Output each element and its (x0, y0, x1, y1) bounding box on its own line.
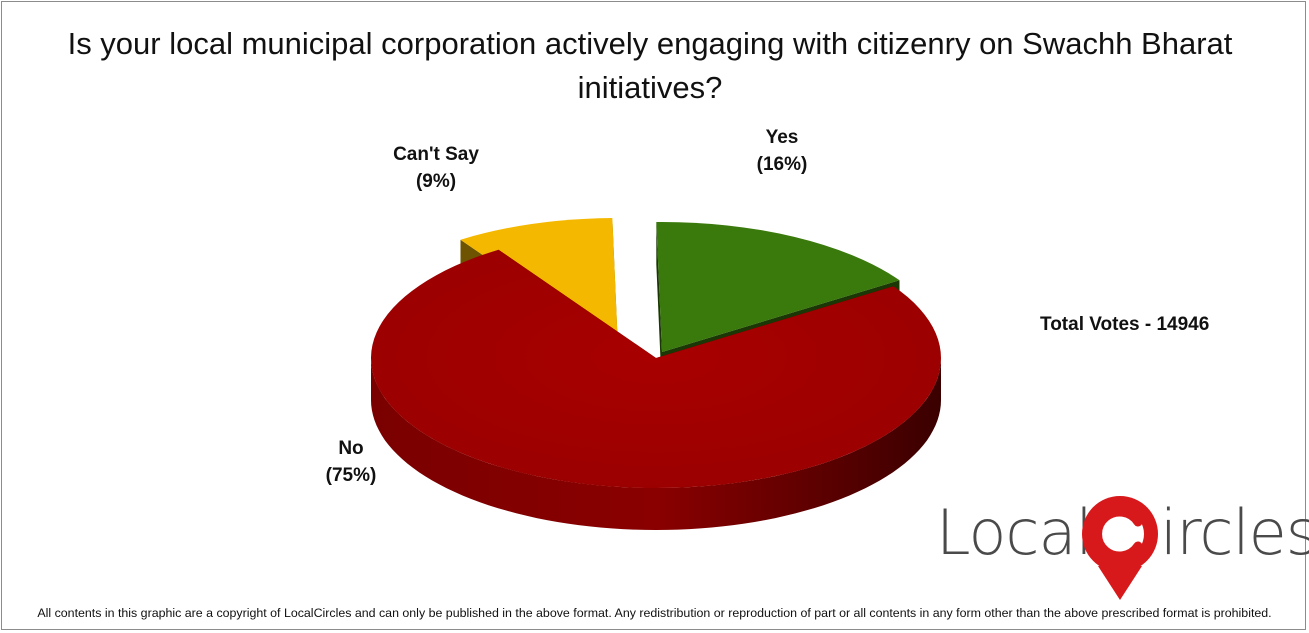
logo-text-local: Local (936, 496, 1093, 569)
slice-percent-yes: (16%) (757, 154, 808, 175)
slice-percent-no: (75%) (326, 465, 377, 486)
pie-wall-yes-0 (656, 222, 662, 394)
localcircles-logo: Local ircles (930, 490, 1309, 602)
total-votes: Total Votes - 14946 (1040, 314, 1210, 335)
pie-side-no (371, 358, 941, 530)
pie-slice-yes (656, 221, 900, 352)
location-pin-icon (1082, 496, 1158, 600)
copyright-notice: All contents in this graphic are a copyr… (37, 606, 1272, 620)
slice-label-cant-say: Can't Say (393, 144, 479, 165)
slice-label-yes: Yes (766, 127, 799, 148)
slice-label-no: No (338, 438, 363, 459)
logo-text-ircles: ircles (1160, 496, 1309, 569)
slice-percent-cant-say: (9%) (416, 171, 456, 192)
pie-slice-no (370, 249, 941, 489)
chart-title: Is your local municipal corporation acti… (67, 26, 1233, 105)
